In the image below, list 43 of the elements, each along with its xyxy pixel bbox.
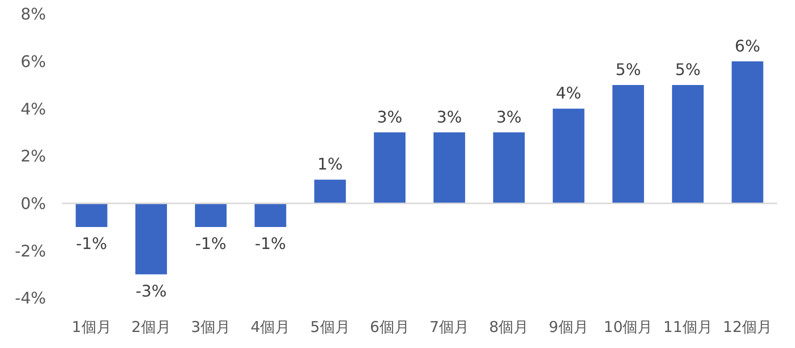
data-label: -1% bbox=[76, 234, 108, 253]
data-label: 3% bbox=[436, 107, 462, 126]
y-tick-label: 2% bbox=[20, 146, 46, 166]
x-tick-label: 9個月 bbox=[548, 318, 588, 336]
x-tick-label: 8個月 bbox=[489, 318, 529, 336]
bar bbox=[493, 132, 525, 204]
data-label: 1% bbox=[317, 154, 343, 174]
bar bbox=[374, 132, 406, 204]
y-tick-label: -4% bbox=[14, 288, 46, 308]
y-tick-label: 4% bbox=[20, 99, 46, 118]
data-label: 3% bbox=[376, 107, 402, 126]
bar bbox=[612, 85, 644, 204]
x-tick-label: 12個月 bbox=[722, 318, 772, 336]
x-tick-label: 4個月 bbox=[250, 318, 290, 336]
data-label: 6% bbox=[734, 36, 760, 56]
x-tick-label: 2個月 bbox=[131, 318, 171, 336]
data-label: 5% bbox=[675, 60, 701, 79]
bar bbox=[732, 61, 764, 204]
y-tick-label: 8% bbox=[20, 4, 46, 24]
data-label: 5% bbox=[616, 60, 641, 79]
y-tick-label: 6% bbox=[20, 52, 46, 71]
x-tick-label: 11個月 bbox=[663, 318, 712, 336]
bar bbox=[672, 85, 704, 204]
data-label: 3% bbox=[496, 107, 522, 126]
data-label: -3% bbox=[136, 281, 167, 300]
bar bbox=[552, 108, 584, 204]
data-label: -1% bbox=[195, 234, 226, 253]
x-tick-label: 6個月 bbox=[370, 318, 410, 336]
y-tick-label: 0% bbox=[20, 194, 46, 213]
data-label: 4% bbox=[556, 84, 582, 103]
bar bbox=[314, 180, 346, 204]
bar bbox=[135, 203, 167, 274]
x-tick-label: 1個月 bbox=[72, 318, 112, 336]
x-tick-label: 3個月 bbox=[191, 318, 231, 336]
bar bbox=[194, 203, 227, 227]
data-label: -1% bbox=[254, 234, 286, 253]
x-tick-label: 5個月 bbox=[310, 318, 350, 336]
x-tick-label: 7個月 bbox=[430, 318, 470, 336]
bar bbox=[434, 132, 466, 204]
x-tick-label: 10個月 bbox=[604, 318, 653, 336]
y-tick-label: -2% bbox=[14, 241, 46, 260]
bar bbox=[76, 203, 108, 227]
bar bbox=[254, 203, 286, 227]
